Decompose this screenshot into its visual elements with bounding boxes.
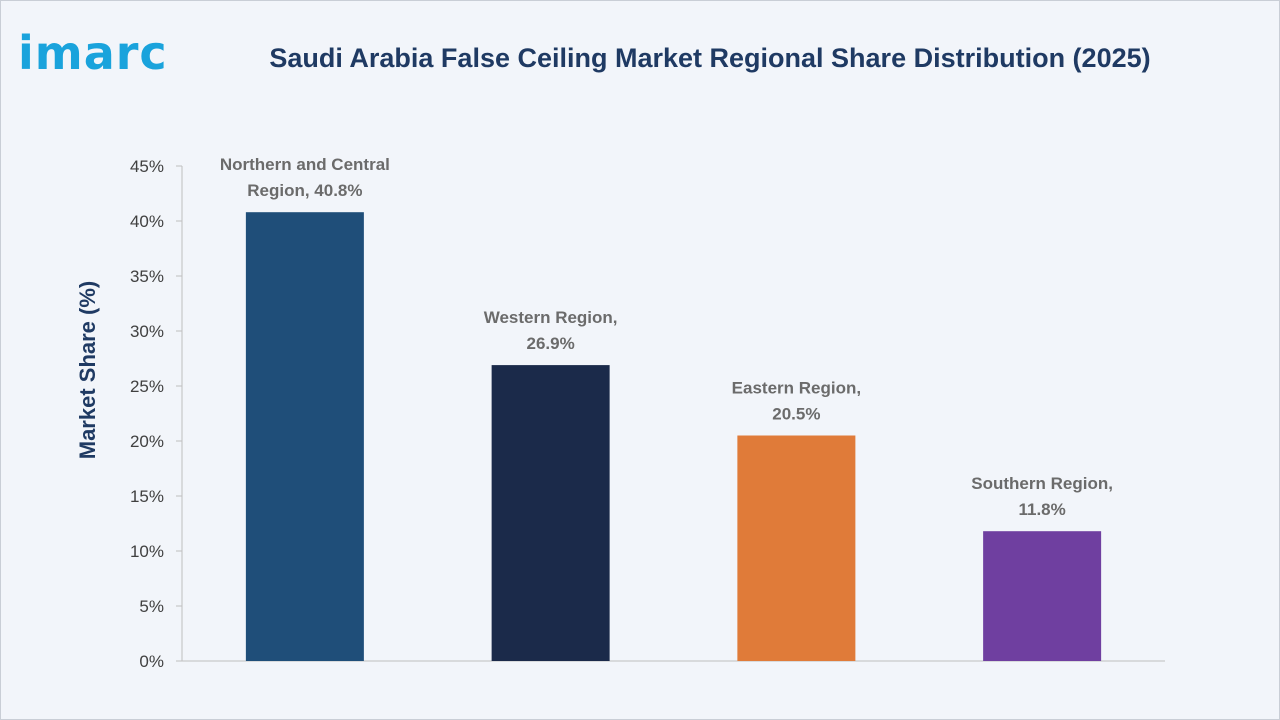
y-tick-label: 30% [130,322,164,341]
data-label: Northern and Central [220,155,390,174]
data-label: 20.5% [772,405,820,424]
y-tick-label: 40% [130,212,164,231]
data-label: Western Region, [484,308,618,327]
y-tick-label: 25% [130,377,164,396]
data-label: Eastern Region, [732,379,861,398]
bar [737,435,856,661]
data-label: 26.9% [527,334,575,353]
data-label: 11.8% [1018,500,1065,519]
imarc-logo: imarc [18,26,168,80]
y-tick-label: 5% [139,597,164,616]
y-tick-label: 0% [139,652,164,671]
y-tick-label: 15% [130,487,164,506]
y-tick-label: 20% [130,432,164,451]
bar [491,365,610,661]
data-label: Region, 40.8% [247,181,362,200]
y-tick-label: 10% [130,542,164,561]
data-label: Southern Region, [971,474,1113,493]
chart-title: Saudi Arabia False Ceiling Market Region… [269,43,1151,73]
bar [983,531,1102,661]
y-tick-label: 35% [130,267,164,286]
bar [245,212,364,661]
y-tick-label: 45% [130,157,164,176]
